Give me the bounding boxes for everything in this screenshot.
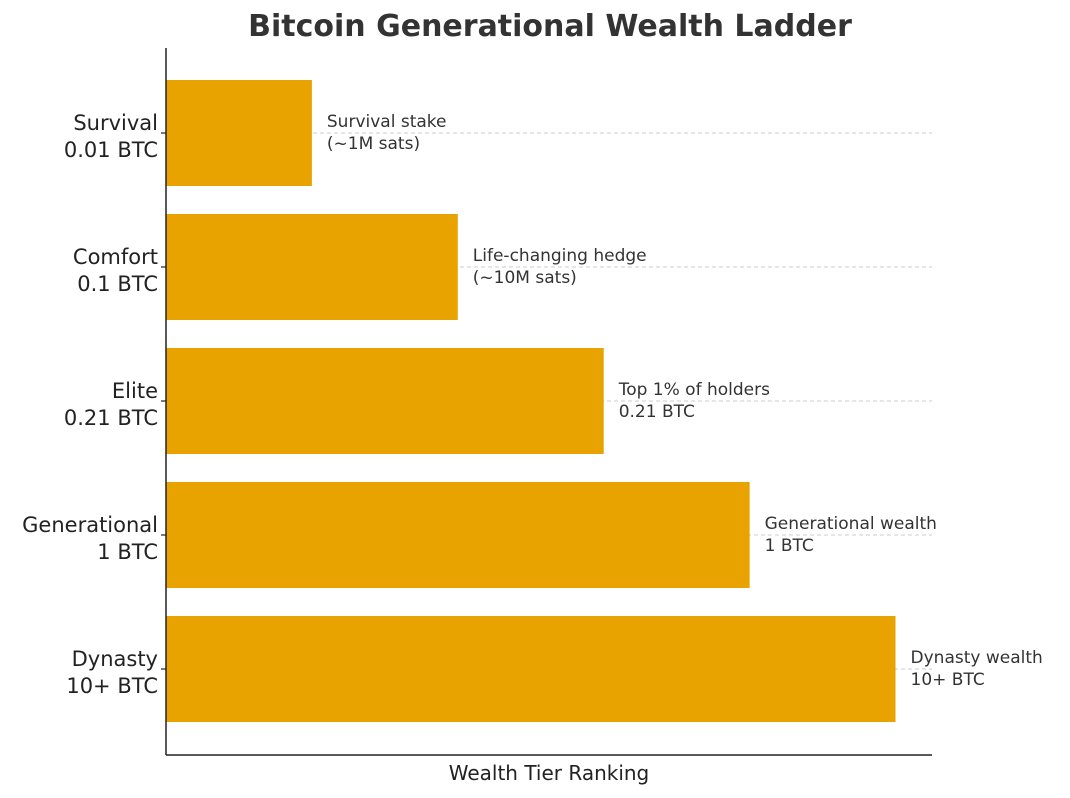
bar [166,214,458,320]
y-tick-label: Survival 0.01 BTC [64,111,158,162]
bar-annotation: Survival stake (~1M sats) [327,112,447,154]
x-axis-label: Wealth Tier Ranking [449,761,650,785]
y-tick-label: Generational 1 BTC [22,513,158,564]
bar [166,482,750,588]
chart-title: Bitcoin Generational Wealth Ladder [248,9,852,44]
annotations-layer: Survival stake (~1M sats) Life-changing he… [327,112,1043,690]
bar-annotation: Life-changing hedge (~10M sats) [473,246,647,288]
bar [166,616,896,722]
y-tick-label: Elite 0.21 BTC [64,379,158,430]
bar [166,80,312,186]
bar [166,348,604,454]
bar-annotation: Top 1% of holders 0.21 BTC [618,380,770,422]
bar-annotation: Generational wealth 1 BTC [765,514,937,556]
y-tick-label: Dynasty 10+ BTC [66,647,158,698]
y-tick-label: Comfort 0.1 BTC [73,245,158,296]
y-tick-labels: Survival 0.01 BTC Comfort 0.1 BTC Elite 0.21 … [22,111,166,698]
bar-annotation: Dynasty wealth 10+ BTC [911,648,1043,690]
bars-layer [166,80,896,722]
